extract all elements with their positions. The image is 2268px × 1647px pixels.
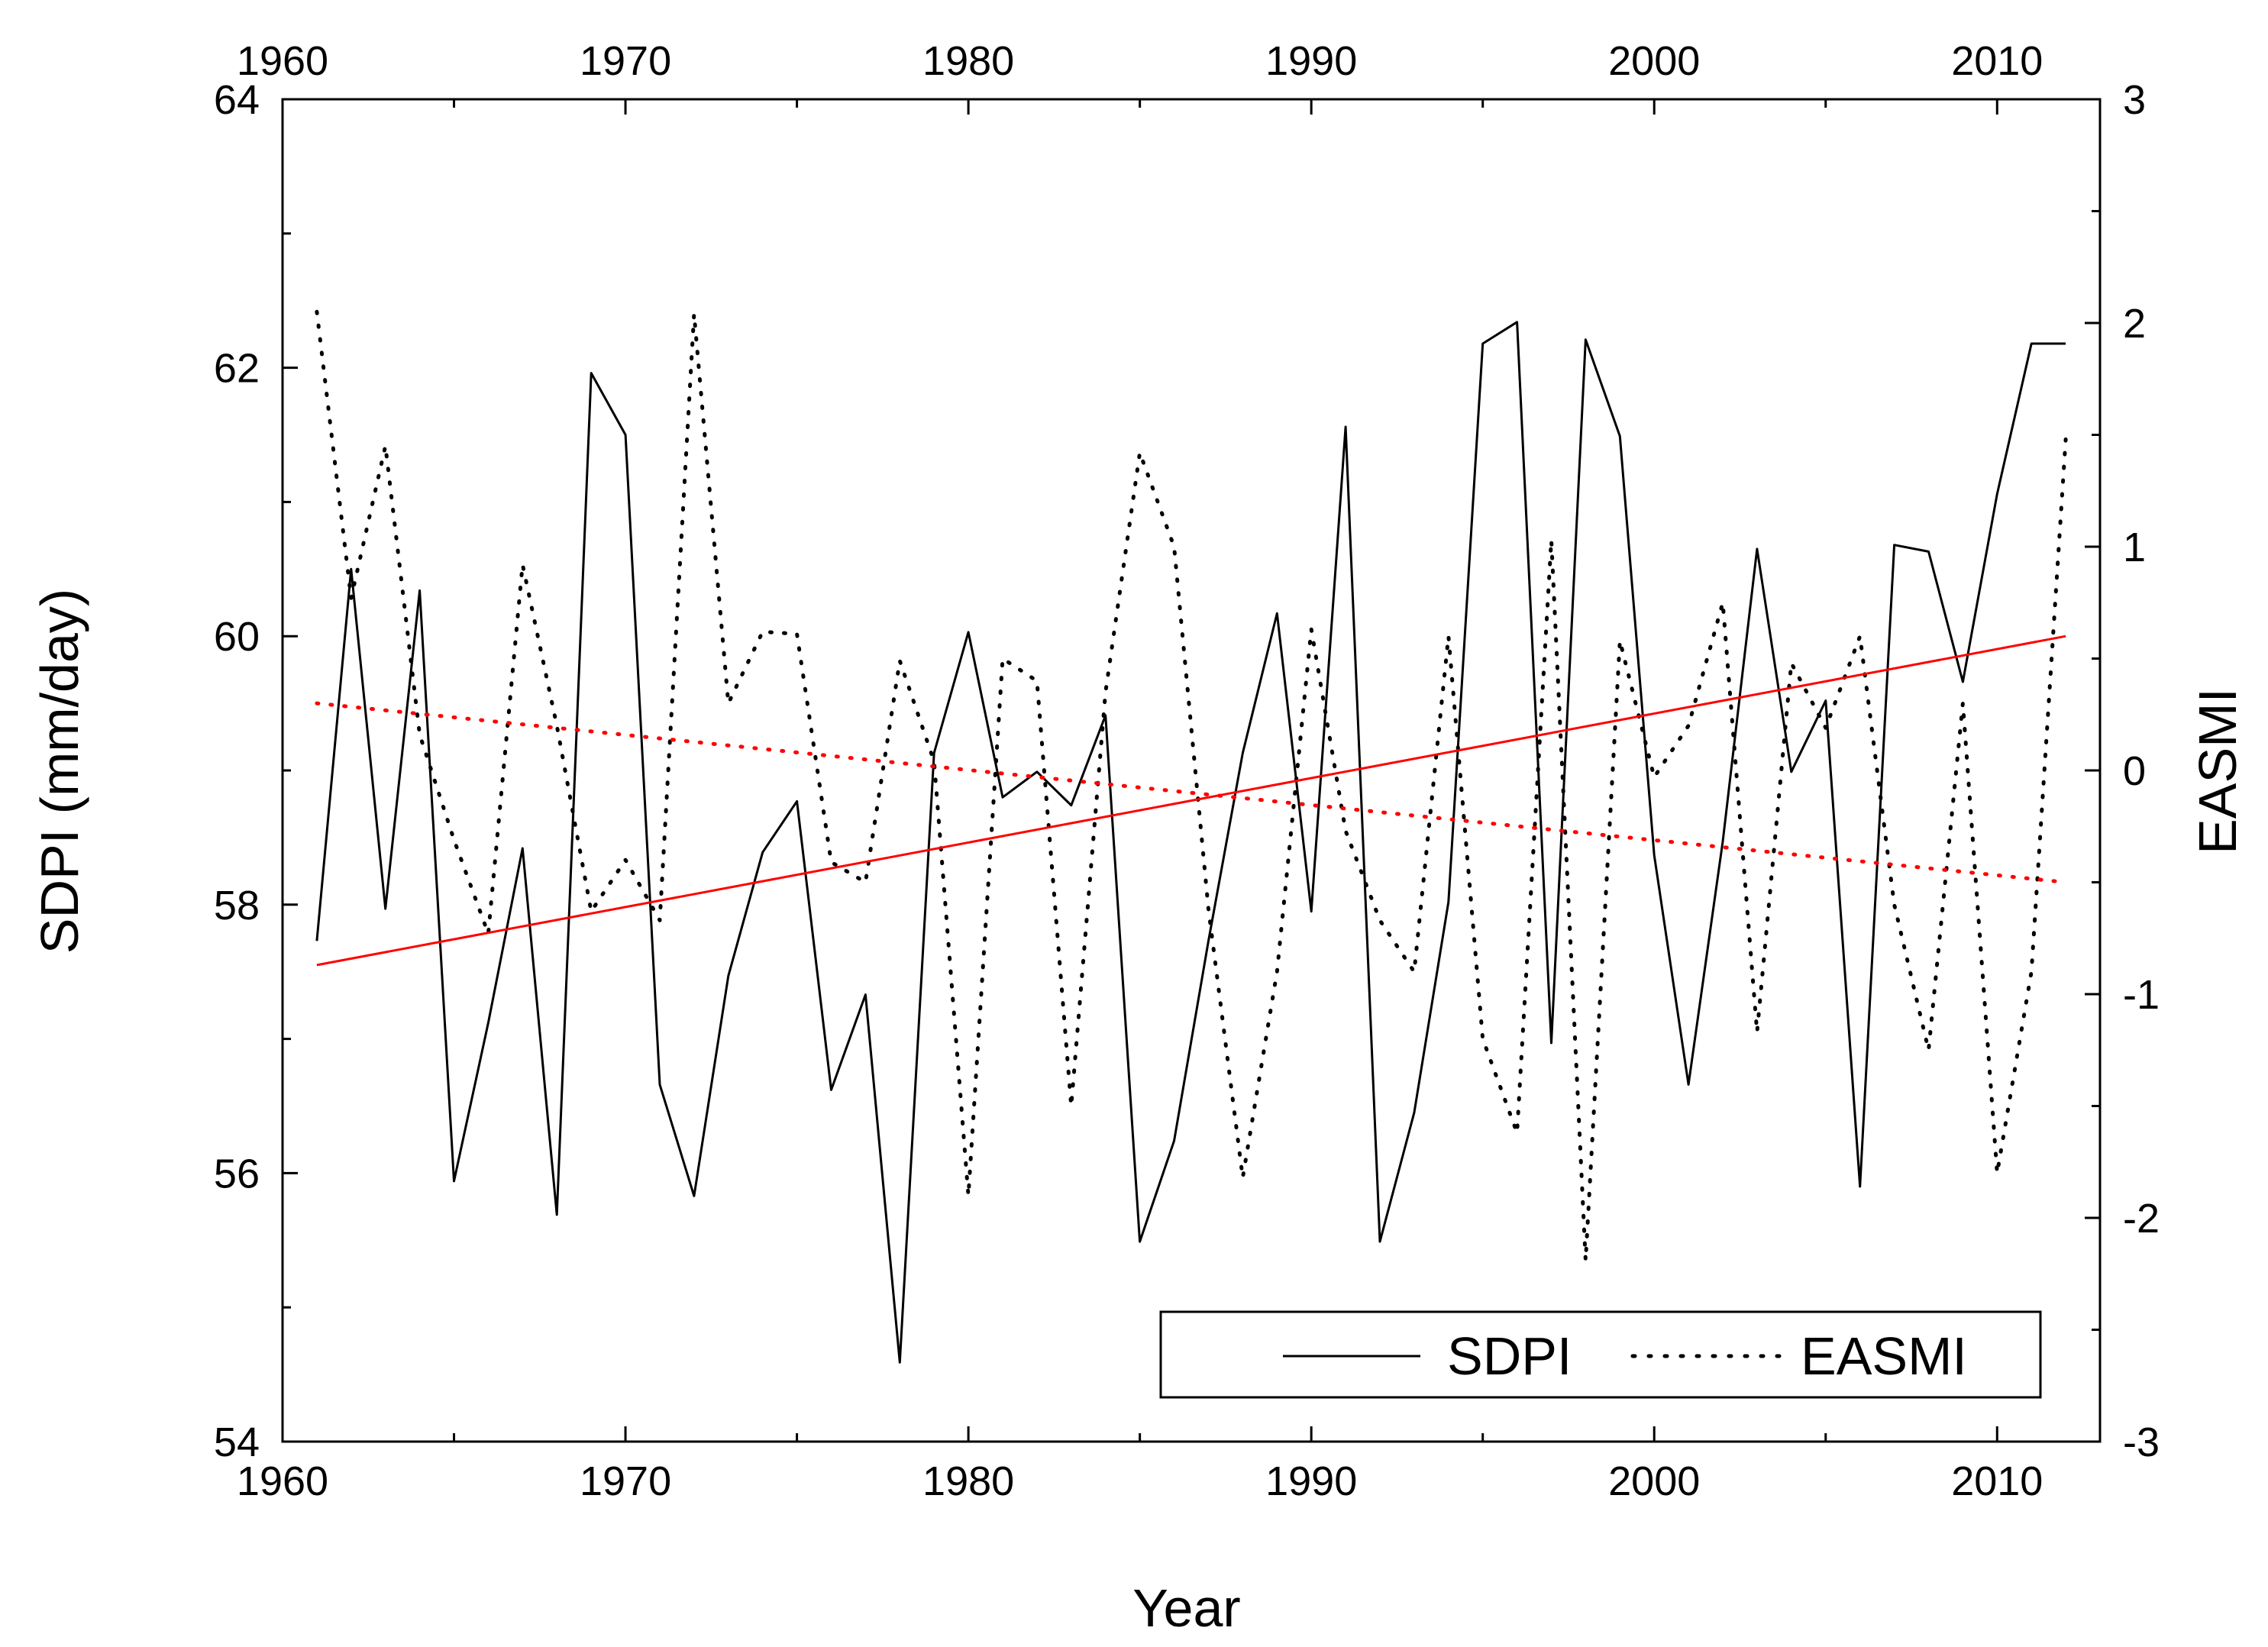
legend-easmi-label: EASMI — [1801, 1326, 1967, 1386]
y-right-tick-label: -1 — [2123, 972, 2160, 1018]
series-easmi-trend — [315, 701, 2068, 884]
y-right-tick-label: -3 — [2123, 1419, 2160, 1465]
x-tick-label-top: 1970 — [580, 38, 671, 84]
y-right-tick-label: -2 — [2123, 1196, 2160, 1242]
x-tick-label-bottom: 1990 — [1265, 1458, 1357, 1504]
legend-sdpi-label: SDPI — [1447, 1326, 1572, 1386]
x-tick-label-top: 1990 — [1265, 38, 1357, 84]
plot-frame — [281, 98, 2102, 1443]
y-left-tick-label: 58 — [214, 883, 260, 928]
x-tick-label-bottom: 2000 — [1608, 1458, 1700, 1504]
series-layer — [315, 309, 2068, 1364]
y-axis-right-title: EASMI — [2188, 688, 2247, 854]
x-tick-label-bottom: 1970 — [580, 1458, 671, 1504]
x-tick-label-top: 2010 — [1951, 38, 2043, 84]
y-left-tick-label: 54 — [214, 1419, 260, 1465]
y-right-tick-label: 0 — [2123, 748, 2146, 794]
x-tick-label-bottom: 2010 — [1951, 1458, 2043, 1504]
y-right-tick-label: 1 — [2123, 525, 2146, 570]
x-tick-label-top: 1960 — [237, 38, 328, 84]
legend: SDPI EASMI — [1159, 1310, 2042, 1399]
y-right-tick-label: 3 — [2123, 77, 2146, 123]
legend-box — [1159, 1310, 2042, 1399]
axis-tick-labels: 1960 1960 1970 1970 1980 1980 1990 1990 2000 2000… — [214, 38, 2160, 1504]
series-sdpi — [315, 321, 2066, 1364]
x-axis-title: Year — [1132, 1578, 1240, 1638]
y-left-tick-label: 64 — [214, 77, 260, 123]
x-tick-label-top: 2000 — [1608, 38, 1700, 84]
x-tick-label-bottom: 1960 — [237, 1458, 328, 1504]
plot-area-border — [281, 98, 2102, 1443]
axis-ticks — [281, 98, 2100, 1443]
y-right-tick-label: 2 — [2123, 301, 2146, 347]
x-tick-label-bottom: 1980 — [922, 1458, 1014, 1504]
y-axis-left-title: SDPI (mm/day) — [30, 589, 89, 954]
series-sdpi-trend — [316, 635, 2066, 967]
y-left-tick-label: 56 — [214, 1151, 260, 1196]
series-easmi — [315, 309, 2068, 1263]
y-left-tick-label: 60 — [214, 614, 260, 660]
y-left-tick-label: 62 — [214, 346, 260, 392]
x-tick-label-top: 1980 — [922, 38, 1014, 84]
